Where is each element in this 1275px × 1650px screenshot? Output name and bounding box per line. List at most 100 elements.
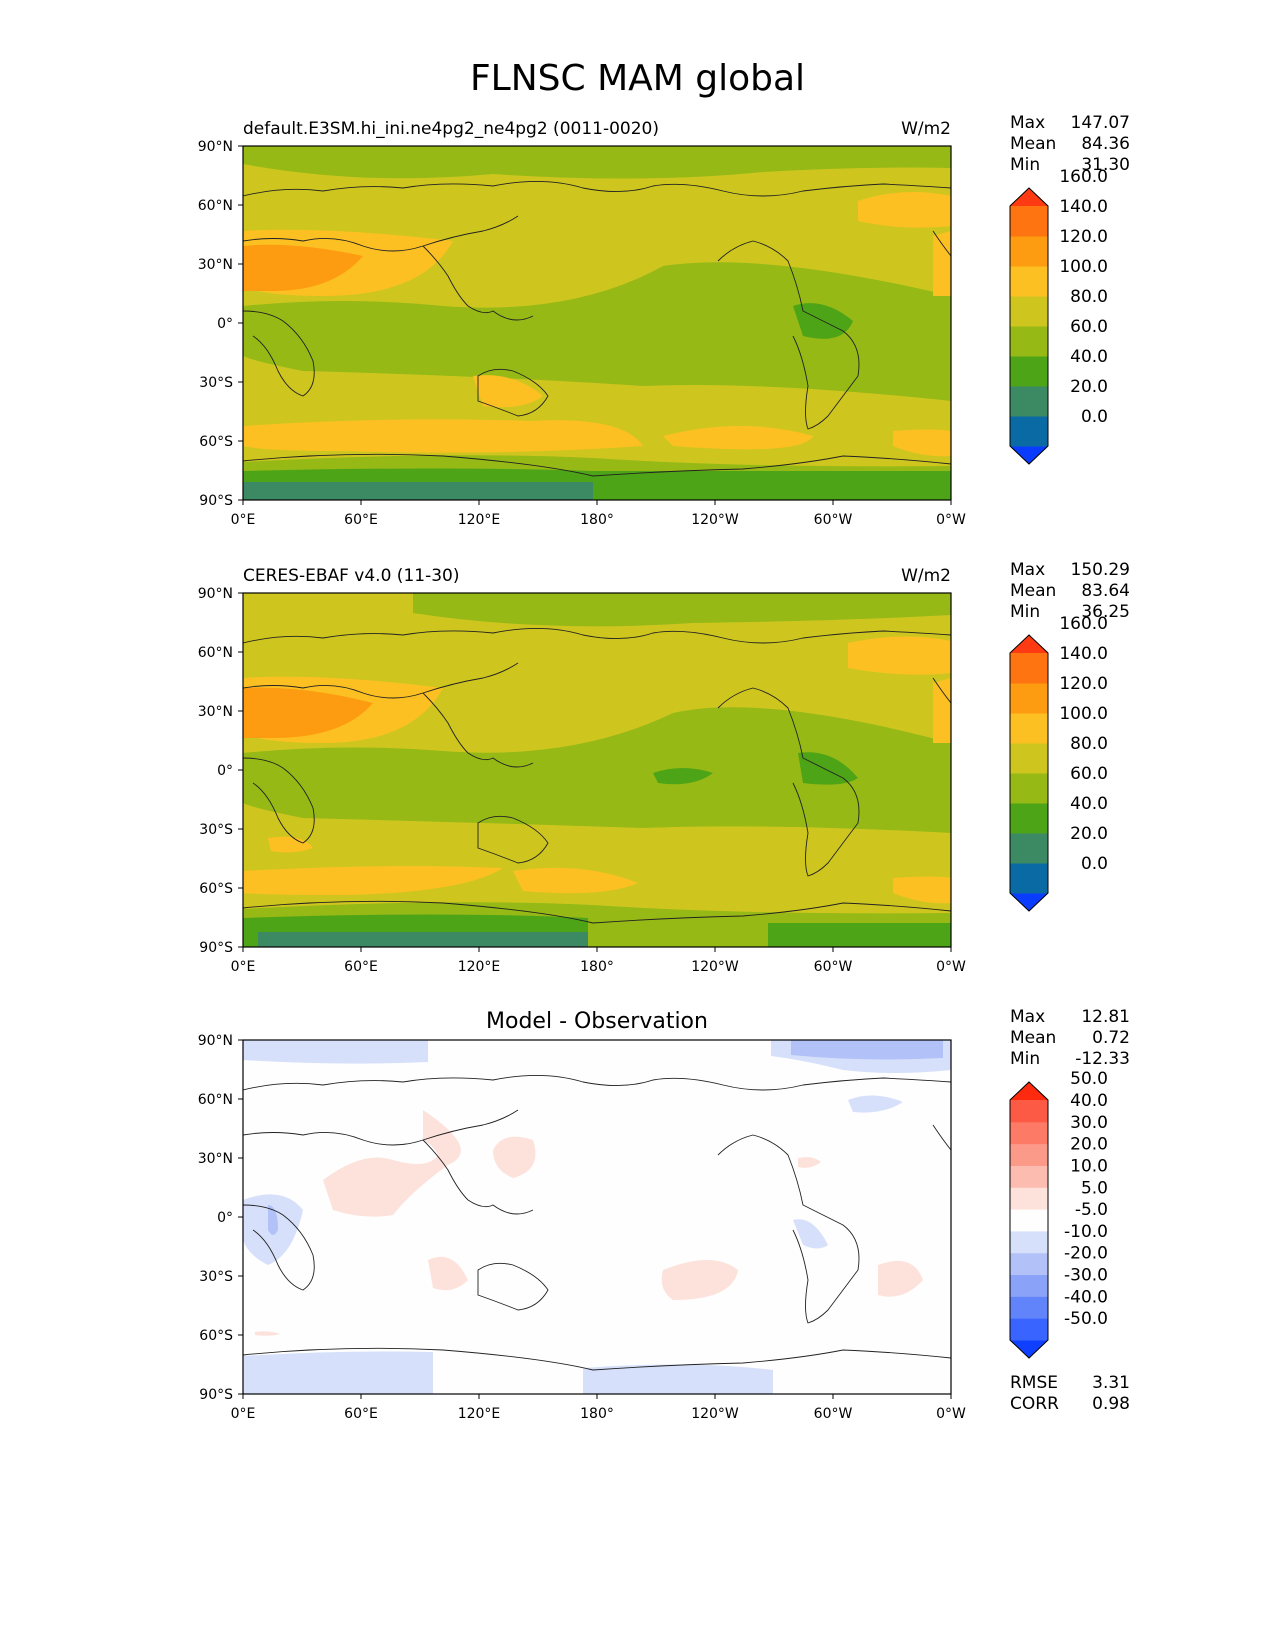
coastline [243,1075,951,1091]
field-contour [593,471,951,500]
colorbar-segment [1010,266,1048,297]
map-area: 90°N 60°N 30°N 0° 30°S 60°S 90°S 0°E 60°E 120°E 18… [198,139,966,528]
lat-tick-label: 0° [217,316,233,332]
field-contour [893,429,951,457]
field-contour [791,1040,943,1060]
lon-tick-label: 0°E [231,512,256,528]
field-contour [255,1331,281,1336]
coastline [932,677,951,704]
lon-tick-label: 0°W [936,512,966,528]
lat-tick-label: 30°S [199,822,233,838]
colorbar-label: 10.0 [1070,1156,1108,1176]
field-contour [663,426,813,450]
stat-value: 31.30 [1081,155,1130,175]
coastline [243,310,315,397]
field-contour [583,1364,773,1394]
colorbar-segment [1010,1274,1048,1297]
field-contour [878,1260,923,1297]
colorbar-label: 140.0 [1059,644,1108,664]
field-contour [798,752,858,785]
coastline [477,368,549,417]
stat-value: -12.33 [1075,1049,1130,1069]
coastline [932,230,951,257]
lon-tick-label: 0°E [231,1406,256,1422]
colorbar-segment [1010,1187,1048,1210]
map-field [243,593,951,947]
field-contour [243,244,363,291]
lat-tick-label: 60°S [199,881,233,897]
lon-tick-label: 120°E [458,959,501,975]
panel-center-title: Model - Observation [486,1009,708,1034]
lon-tick-label: 60°E [344,512,378,528]
colorbar-label: 20.0 [1070,377,1108,397]
lat-tick-label: 60°N [198,198,233,214]
colorbar-label: 30.0 [1070,1113,1108,1133]
lat-tick-label: 90°N [198,139,233,155]
stat-label: Mean [1010,581,1056,601]
field-contour [513,867,638,894]
colorbar-segment [1010,1252,1048,1276]
lat-tick-label: 30°S [199,375,233,391]
coastline [422,245,534,321]
colorbar-extend-min [1010,446,1048,464]
field-contour [243,866,503,895]
map-background [243,1040,951,1394]
colorbar-segment [1010,1165,1048,1188]
colorbar-segment [1010,863,1048,894]
lat-tick-label: 30°N [198,704,233,720]
stat-value: 83.64 [1081,581,1130,601]
colorbar-label: 20.0 [1070,1135,1108,1155]
colorbar-extend-max [1010,635,1048,653]
lat-tick-label: 30°N [198,257,233,273]
colorbar-segment [1010,803,1048,834]
coastline [243,1109,519,1146]
lat-tick-label: 90°N [198,586,233,602]
metric-label: RMSE [1010,1373,1058,1393]
colorbar-segment [1010,833,1048,864]
panel-difference: Model - Observation 90°N 60°N 30°N 0° 30°S 60°… [198,1007,1130,1422]
lat-tick-label: 0° [217,763,233,779]
coastline [477,1262,549,1311]
stat-label: Mean [1010,134,1056,154]
panel-left-label: default.E3SM.hi_ini.ne4pg2_ne4pg2 (0011-… [243,119,659,139]
colorbar-label: 140.0 [1059,197,1108,217]
lat-tick-label: 90°S [199,493,233,509]
coastline [932,1124,951,1151]
lon-tick-label: 180° [580,1406,614,1422]
field-contour [323,1110,461,1217]
colorbar-extend-min [1010,1340,1048,1358]
colorbar-segment [1010,1100,1048,1123]
colorbar-segment [1010,713,1048,744]
field-contour [661,1260,738,1300]
field-contour [243,707,951,833]
colorbar-outline [1009,634,1049,912]
colorbar-label: 40.0 [1070,1091,1108,1111]
colorbar-label: 100.0 [1059,704,1108,724]
colorbar-label: 100.0 [1059,257,1108,277]
stat-label: Max [1010,560,1045,580]
lon-tick-label: 120°W [691,512,739,528]
colorbar-segment [1010,356,1048,387]
lat-tick-label: 60°S [199,1328,233,1344]
colorbar-segment [1010,296,1048,327]
colorbar-label: 40.0 [1070,794,1108,814]
lon-tick-label: 180° [580,959,614,975]
colorbar-segment [1010,1230,1048,1254]
stat-value: 36.25 [1081,602,1130,622]
field-contour [858,192,951,228]
coastline [422,1139,534,1215]
field-contour [243,419,643,453]
field-contour [798,1157,821,1168]
stat-label: Mean [1010,1028,1056,1048]
colorbar: 0.0 20.0 40.0 60.0 80.0 100.0 120.0 140.0 160.0 [1009,614,1108,912]
colorbar-label: -40.0 [1064,1287,1108,1307]
field-contour [243,482,593,500]
figure-title: FLNSC MAM global [469,58,806,99]
colorbar-extend-max [1010,188,1048,206]
metric-label: CORR [1010,1394,1059,1414]
lon-tick-label: 120°W [691,959,739,975]
colorbar-segment [1010,1143,1048,1166]
colorbar-label: -5.0 [1075,1200,1108,1220]
lat-tick-label: 90°S [199,940,233,956]
coastline [717,1134,860,1324]
